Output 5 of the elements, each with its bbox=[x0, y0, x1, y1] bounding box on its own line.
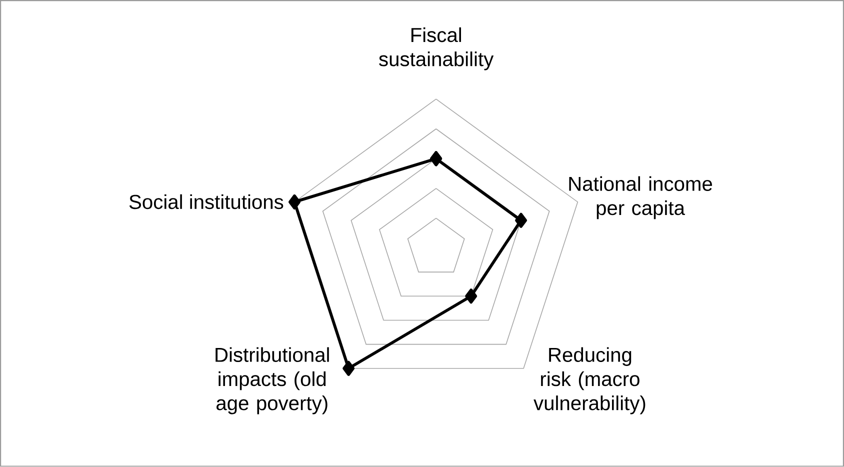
spoke-label: National income per capita bbox=[569, 176, 712, 220]
spoke-label: Distributional impacts (old age poverty) bbox=[216, 347, 329, 414]
spoke-label: Social institutions bbox=[129, 194, 284, 210]
spoke-label: Fiscal sustainability bbox=[379, 27, 494, 70]
spoke-label: Reducing risk (macro vulnerability) bbox=[534, 347, 646, 414]
